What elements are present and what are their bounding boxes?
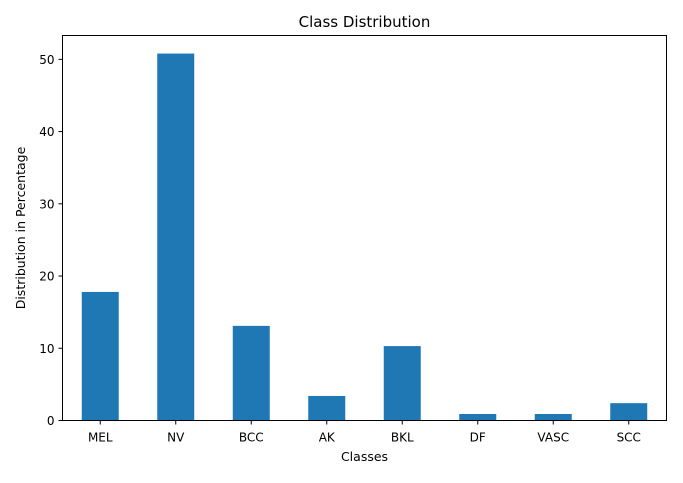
- bar-mel: [81, 291, 119, 421]
- y-tick-label: 10: [39, 342, 54, 356]
- x-tick-label: MEL: [88, 431, 113, 445]
- x-tick-label: AK: [319, 431, 336, 445]
- chart-title: Class Distribution: [299, 13, 431, 31]
- x-tick-label: DF: [470, 431, 486, 445]
- y-tick-label: 20: [39, 270, 54, 284]
- bar-vasc: [534, 413, 572, 421]
- x-axis-label: Classes: [341, 449, 388, 464]
- bar-bcc: [232, 325, 270, 421]
- y-tick-label: 50: [39, 53, 54, 67]
- y-axis-label: Distribution in Percentage: [13, 146, 28, 309]
- y-tick-label: 40: [39, 125, 54, 139]
- x-tick-label: BCC: [239, 431, 264, 445]
- plot-frame: [62, 35, 667, 421]
- y-tick-label: 30: [39, 197, 54, 211]
- x-ticks-group: MEL NV BCC AK BKL DF VASC SCC: [88, 420, 641, 445]
- y-tick-label: 0: [47, 414, 55, 428]
- x-tick-label: NV: [167, 431, 185, 445]
- x-tick-label: VASC: [537, 431, 569, 445]
- bar-nv: [157, 53, 195, 421]
- bar-df: [459, 413, 497, 421]
- x-tick-label: BKL: [391, 431, 414, 445]
- bars-group: [81, 53, 648, 421]
- bar-ak: [308, 395, 346, 421]
- x-tick-label: SCC: [617, 431, 641, 445]
- bar-bkl: [383, 346, 421, 421]
- y-ticks-group: 0 10 20 30 40 50: [39, 53, 63, 428]
- bar-scc: [610, 403, 648, 421]
